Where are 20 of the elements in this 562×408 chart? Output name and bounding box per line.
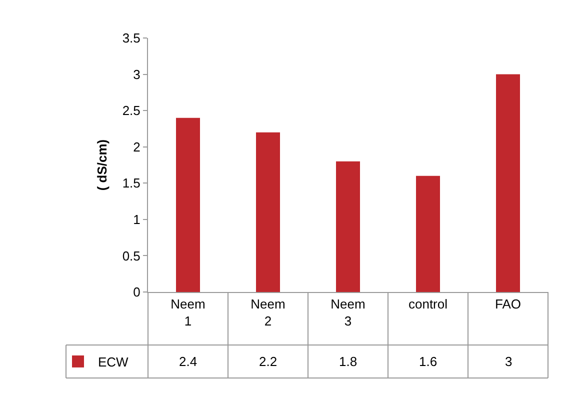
y-tick-label: 0.5 bbox=[122, 248, 140, 264]
y-axis-title: ( dS/cm) bbox=[94, 139, 110, 191]
y-tick-label: 1 bbox=[133, 212, 140, 227]
y-tick-label: 3.5 bbox=[122, 30, 140, 46]
x-tick-label: Neem 1 bbox=[170, 296, 206, 328]
data-label: 2.4 bbox=[179, 354, 198, 369]
data-label: 1.8 bbox=[339, 354, 358, 369]
y-tick-label: 0 bbox=[133, 284, 140, 300]
data-label: 1.6 bbox=[419, 354, 438, 369]
y-tick-label: 3 bbox=[133, 66, 140, 82]
y-tick-label: 2 bbox=[133, 139, 140, 154]
y-tick-label: 2.5 bbox=[122, 103, 140, 118]
x-tick-label: Neem 3 bbox=[330, 296, 366, 328]
x-tick-label: control bbox=[408, 296, 448, 312]
x-tick-label: FAO bbox=[494, 296, 522, 312]
x-tick-label: Neem 2 bbox=[250, 296, 286, 328]
y-tick-label: 1.5 bbox=[122, 176, 140, 191]
data-label: 3 bbox=[505, 354, 512, 369]
data-label: 2.2 bbox=[259, 354, 278, 369]
legend-label: ECW bbox=[98, 354, 130, 370]
